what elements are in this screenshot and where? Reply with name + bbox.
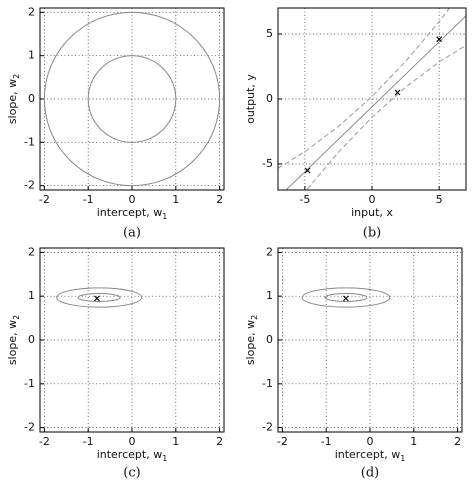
label-text: intercept, w bbox=[335, 448, 401, 461]
fit-line bbox=[305, 44, 466, 190]
x-axis-label: intercept, w1 bbox=[335, 448, 406, 463]
cross-stroke bbox=[394, 89, 401, 96]
point-marker bbox=[304, 167, 311, 174]
y-tick-label: 1 bbox=[266, 289, 273, 302]
y-tick-label: -2 bbox=[262, 421, 273, 434]
x-tick-label: 0 bbox=[369, 193, 376, 206]
y-tick-label: -1 bbox=[24, 135, 35, 148]
plot-area bbox=[278, 8, 466, 190]
axes-frame bbox=[277, 247, 463, 433]
x-tick-label: -2 bbox=[39, 435, 50, 448]
x-tick-label: 0 bbox=[367, 435, 374, 448]
cross-stroke bbox=[343, 295, 349, 302]
axes-frame bbox=[39, 247, 225, 433]
axes-frame bbox=[277, 7, 467, 191]
y-tick-label: -5 bbox=[262, 157, 273, 170]
x-tick-label: -1 bbox=[83, 193, 94, 206]
label-text: slope, w bbox=[6, 320, 19, 365]
x-tick-label: 0 bbox=[129, 435, 136, 448]
label-subscript: 2 bbox=[250, 315, 259, 320]
label-subscript: 2 bbox=[12, 74, 21, 79]
y-axis-label: slope, w2 bbox=[6, 74, 21, 124]
y-axis-label: slope, w2 bbox=[244, 315, 259, 365]
cross-stroke bbox=[304, 167, 311, 174]
label-text: slope, w bbox=[6, 79, 19, 124]
fit-line bbox=[285, 15, 466, 190]
plot-area bbox=[43, 11, 221, 187]
y-axis-label: slope, w2 bbox=[6, 315, 21, 365]
point-marker bbox=[436, 36, 443, 43]
x-tick-label: 1 bbox=[172, 435, 179, 448]
fit-line bbox=[278, 8, 451, 169]
label-text: intercept, w bbox=[97, 448, 163, 461]
y-tick-label: -1 bbox=[262, 377, 273, 390]
x-tick-label: 1 bbox=[172, 193, 179, 206]
y-tick-label: 0 bbox=[266, 92, 273, 105]
x-tick-label: -1 bbox=[83, 435, 94, 448]
y-tick-label: 0 bbox=[28, 333, 35, 346]
caption: (c) bbox=[123, 466, 140, 481]
y-tick-label: 2 bbox=[266, 245, 273, 258]
plot-area bbox=[56, 287, 143, 308]
contour bbox=[301, 287, 391, 308]
y-tick-label: -2 bbox=[24, 421, 35, 434]
contour bbox=[324, 293, 368, 302]
caption: (d) bbox=[361, 466, 379, 481]
x-tick-label: -5 bbox=[299, 193, 310, 206]
point-marker bbox=[343, 295, 349, 302]
contour bbox=[43, 11, 221, 187]
y-tick-label: -1 bbox=[24, 377, 35, 390]
x-axis-label: input, x bbox=[351, 206, 393, 219]
x-axis-label: intercept, w1 bbox=[97, 448, 168, 463]
x-tick-label: 2 bbox=[216, 193, 223, 206]
x-tick-label: 2 bbox=[454, 435, 461, 448]
label-subscript: 1 bbox=[400, 454, 405, 463]
contour bbox=[87, 55, 177, 143]
x-tick-label: -2 bbox=[39, 193, 50, 206]
contour bbox=[77, 293, 121, 302]
y-tick-label: -2 bbox=[24, 179, 35, 192]
x-tick-label: -1 bbox=[321, 435, 332, 448]
y-tick-label: 1 bbox=[28, 49, 35, 62]
y-axis-label: output, y bbox=[244, 74, 257, 124]
y-tick-label: 1 bbox=[28, 289, 35, 302]
label-text: input, x bbox=[351, 206, 393, 219]
panel: -5 0 5 -5 0 5 input, x output, y (b) bbox=[244, 7, 467, 241]
x-tick-label: 5 bbox=[436, 193, 443, 206]
x-tick-label: 2 bbox=[216, 435, 223, 448]
x-tick-label: -2 bbox=[277, 435, 288, 448]
cross-stroke bbox=[94, 295, 100, 302]
axes-frame bbox=[39, 7, 225, 191]
cross-stroke bbox=[436, 36, 443, 43]
y-tick-label: 5 bbox=[266, 27, 273, 40]
label-subscript: 1 bbox=[162, 454, 167, 463]
y-tick-label: 0 bbox=[266, 333, 273, 346]
caption: (b) bbox=[363, 226, 381, 241]
x-axis-label: intercept, w1 bbox=[97, 206, 168, 221]
y-tick-label: 2 bbox=[28, 5, 35, 18]
point-marker bbox=[94, 295, 100, 302]
label-text: slope, w bbox=[244, 320, 257, 365]
caption: (a) bbox=[123, 226, 141, 241]
y-tick-label: 2 bbox=[28, 245, 35, 258]
label-text: intercept, w bbox=[97, 206, 163, 219]
x-tick-label: 0 bbox=[129, 193, 136, 206]
label-subscript: 1 bbox=[162, 212, 167, 221]
point-marker bbox=[394, 89, 401, 96]
plot-area bbox=[301, 287, 391, 308]
contour bbox=[56, 287, 143, 308]
y-tick-label: 0 bbox=[28, 92, 35, 105]
label-subscript: 2 bbox=[12, 315, 21, 320]
x-tick-label: 1 bbox=[410, 435, 417, 448]
label-text: output, y bbox=[244, 74, 257, 124]
